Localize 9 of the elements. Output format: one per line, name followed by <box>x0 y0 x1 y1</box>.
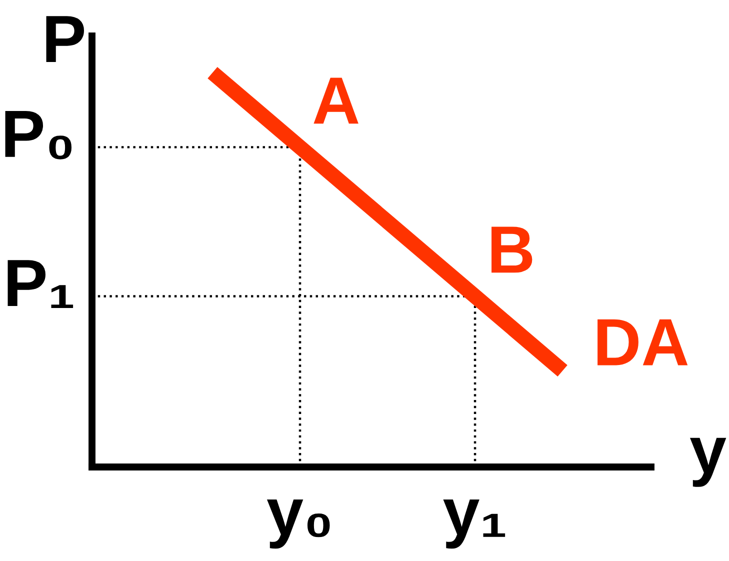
x-tick-label: y₀ <box>266 500 330 549</box>
series-label: DA <box>598 319 688 366</box>
annotation: A <box>314 78 358 124</box>
annotation: B <box>492 226 532 273</box>
x-tick-label: y₁ <box>443 500 506 549</box>
ref-line-label: P₀ <box>5 111 72 160</box>
y-axis-title: P <box>46 16 84 62</box>
x-axis-title: y <box>690 438 726 487</box>
ref-line-label: P₁ <box>8 260 74 308</box>
